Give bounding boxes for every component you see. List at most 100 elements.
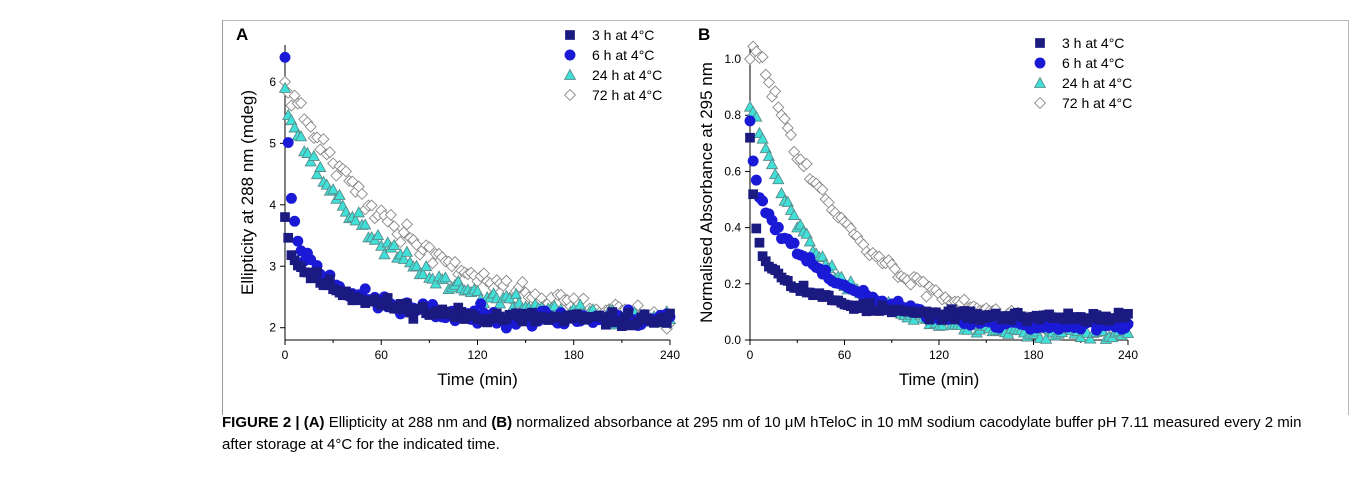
panel-a-series-3-point: [371, 228, 385, 241]
panel-b-series-3-point: [1039, 332, 1053, 344]
panel-a-series-3-point: [420, 260, 433, 272]
panel-b-series-1-point: [745, 132, 755, 143]
panel-a-series-3-point: [509, 287, 523, 300]
panel-a-series-4-point: [304, 120, 317, 133]
panel-a-series-1: [280, 212, 675, 331]
panel-a-chart: 0 60 120 180 240 2 3 4 5 6 Time (min) Ellipticity a…: [238, 27, 680, 389]
panel-a-series-2-point: [292, 235, 304, 247]
panel-b-series-3-point: [756, 132, 769, 144]
panel-a-series-3-point: [278, 81, 292, 93]
panel-a-series-4-point: [449, 255, 462, 269]
panel-b-series-1: [745, 132, 1133, 327]
figure-label: FIGURE 2 |: [222, 414, 304, 431]
panel-a-series-2-point: [359, 283, 371, 295]
panel-a-series-4-point: [327, 157, 340, 170]
caption-text-1: Ellipticity at 288 nm and: [324, 414, 492, 431]
panel-a-series-1-point: [280, 212, 290, 222]
panel-b-y-tick-label: 0.0: [724, 333, 741, 347]
panel-a-series-4-point: [577, 292, 590, 305]
panel-a-series-1-point: [382, 293, 393, 303]
panel-b-y-tick-label: 0.4: [724, 221, 741, 235]
caption-text-2: normalized absorbance at 295 nm of 10 μM…: [222, 414, 1302, 453]
panel-a-series-4-point: [423, 241, 436, 254]
panel-a-series-4-point: [365, 199, 378, 212]
panel-b-x-axis-label: Time (min): [899, 370, 980, 389]
panel-a-series-4-point: [384, 208, 397, 221]
panel-a-series-1-point: [408, 314, 419, 324]
panel-a-series-3-point: [387, 238, 401, 250]
panel-a-legend-label-3: 24 h at 4°C: [592, 67, 662, 83]
panel-a-series-1-point: [312, 267, 322, 277]
panel-b-series-4-point: [762, 76, 775, 89]
panel-a-series-3-point: [574, 298, 587, 310]
panel-b-legend-label-3: 24 h at 4°C: [1062, 75, 1132, 91]
panel-a-x-axis-label: Time (min): [437, 370, 518, 389]
panel-b-series-3-point: [787, 208, 801, 220]
panel-b-legend-marker-2: [1034, 57, 1046, 69]
panel-b-series-2-point: [772, 221, 784, 233]
panel-b-series-2-point: [766, 214, 778, 226]
panel-a-series-4-point: [323, 146, 336, 159]
panel-a-series-3-point: [410, 259, 423, 271]
panel-a-legend-marker-1: [565, 30, 575, 40]
panel-a-series-3-point: [397, 252, 410, 264]
panel-b-series-2-point: [750, 174, 762, 186]
panel-b-series-2-point: [757, 195, 769, 207]
panel-a-series-3-point: [471, 284, 484, 296]
panel-b-legend-label-2: 6 h at 4°C: [1062, 55, 1124, 71]
panel-a-series-3-point: [285, 113, 298, 126]
panel-b-series-3: [743, 100, 1135, 344]
panel-a-series-4-point: [355, 187, 369, 201]
panel-b-series-1-point: [946, 304, 957, 315]
panel-b-series-2-point: [788, 237, 800, 249]
panel-b-series-4-point: [756, 50, 769, 63]
panel-a-series-3-point: [493, 297, 507, 309]
panel-a-series-1-point: [617, 321, 627, 331]
panel-b-series-1-point: [1123, 308, 1133, 319]
panel-a-series-4-point: [516, 276, 529, 289]
panel-a-series-3-point: [294, 130, 308, 142]
figure-caption: FIGURE 2 | (A) Ellipticity at 288 nm and…: [222, 412, 1332, 456]
panel-b-legend-label-1: 3 h at 4°C: [1062, 35, 1124, 51]
panel-a-legend-marker-2: [564, 49, 576, 61]
panel-b-y-tick-label: 0.6: [724, 164, 741, 178]
panel-a-series-3-point: [310, 167, 324, 180]
panel-b-legend-marker-1: [1035, 38, 1045, 48]
panel-b-series-3-point: [772, 172, 785, 185]
panel-a-series-4-point: [330, 169, 343, 182]
panel-a-series-3-point: [378, 248, 391, 260]
panel-b-series-1-point: [751, 223, 762, 234]
panel-a-x-tick-label: 60: [375, 348, 389, 362]
panel-b-series-3-point: [762, 149, 776, 161]
panel-b-series-4-point: [769, 85, 782, 98]
panel-a-series-1-point: [623, 308, 634, 318]
panel-b-series-3-point: [1084, 332, 1097, 344]
panel-b-legend-marker-3: [1033, 76, 1047, 88]
panel-b-y-tick-label: 1.0: [724, 52, 741, 66]
panel-a-series-3-point: [304, 155, 317, 167]
panel-a-legend-label-4: 72 h at 4°C: [592, 87, 662, 103]
panel-b-series-4-point: [920, 290, 933, 303]
panel-b-x-tick-label: 240: [1118, 348, 1138, 362]
panel-a-y-axis-label: Ellipticity at 288 nm (mdeg): [238, 90, 257, 295]
panel-a-series-4-point: [426, 257, 439, 270]
panel-b-series-4-point: [917, 275, 930, 288]
panel-a-y-tick-label: 3: [269, 259, 276, 273]
panel-b-series-3-point: [800, 227, 813, 239]
caption-part-b-label: (B): [491, 414, 513, 431]
panel-a-label: A: [236, 25, 248, 44]
panel-a-series-3-point: [314, 160, 327, 172]
panel-b-series-3-point: [781, 195, 794, 207]
panel-a-series-3-point: [301, 146, 314, 158]
panel-b-legend-marker-4: [1033, 96, 1047, 110]
panel-a-y-tick-label: 2: [269, 321, 276, 335]
panel-a-x-tick-label: 120: [467, 348, 487, 362]
panel-a-series-4-point: [410, 238, 423, 251]
panel-b-series-4-point: [784, 128, 797, 141]
panel-a-legend-marker-4: [563, 88, 577, 102]
panel-a-y-tick-label: 5: [269, 136, 276, 150]
panel-a-series-1-point: [607, 307, 618, 317]
panel-a-series-3-point: [439, 271, 452, 283]
panel-b-series-3-point: [765, 157, 779, 170]
panel-a-series-3-point: [307, 149, 321, 161]
